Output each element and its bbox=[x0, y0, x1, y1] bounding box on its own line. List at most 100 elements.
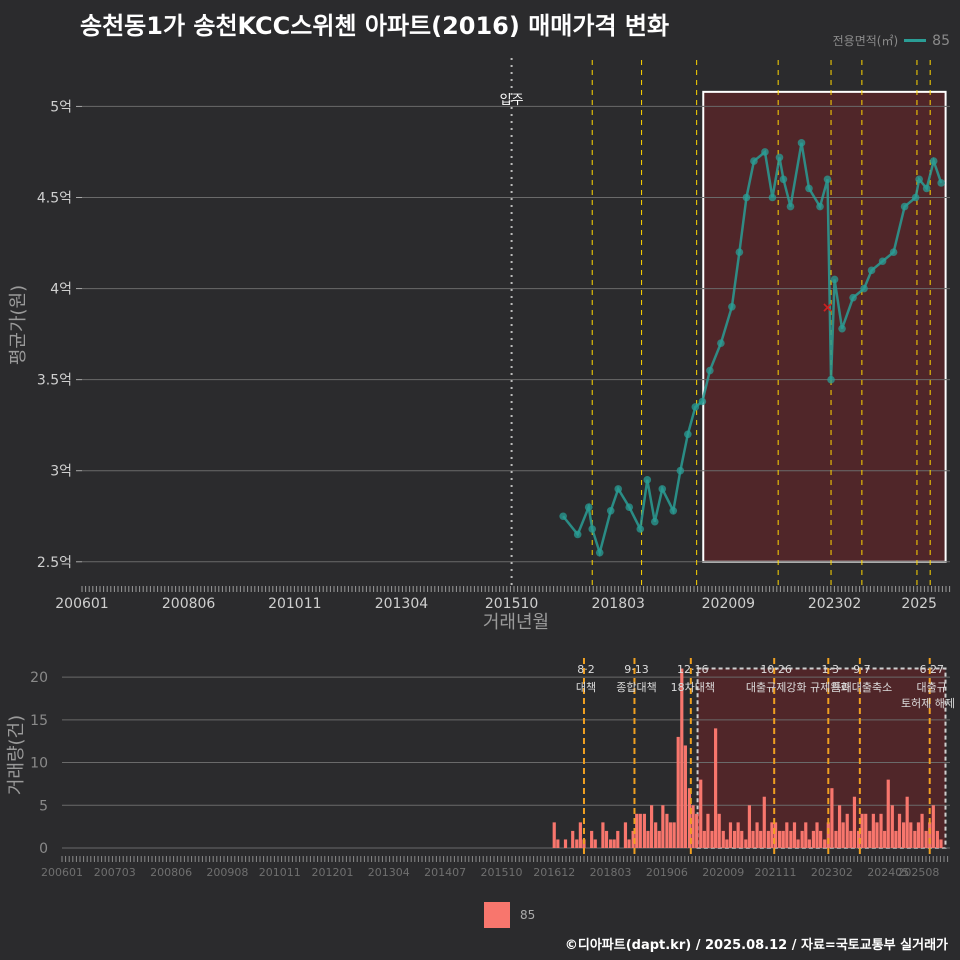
volume-bar bbox=[638, 813, 642, 848]
volume-bar bbox=[683, 745, 687, 848]
volume-bar bbox=[785, 822, 789, 848]
volume-bar bbox=[905, 796, 909, 848]
price-point bbox=[669, 506, 678, 515]
volume-bar bbox=[702, 830, 706, 848]
volume-bar bbox=[909, 822, 913, 848]
volume-bar bbox=[631, 830, 635, 848]
volume-bar bbox=[552, 822, 556, 848]
volume-bar bbox=[830, 788, 834, 848]
price-point bbox=[728, 302, 736, 311]
volume-bar bbox=[604, 830, 609, 848]
price-point bbox=[786, 202, 795, 211]
volume-chart: 0 5 10 15 20 8·2 대책 9·13 종합대책 12·16 18차대책 10·26 대출규제… bbox=[6, 658, 955, 879]
volume-bar bbox=[736, 822, 740, 848]
x-tick-label: 200703 bbox=[94, 866, 136, 879]
volume-bar bbox=[901, 822, 906, 848]
volume-bar bbox=[676, 736, 680, 848]
price-point bbox=[625, 503, 634, 511]
volume-bar bbox=[759, 830, 763, 848]
x-tick-label: 202302 bbox=[811, 866, 853, 879]
volume-bar bbox=[627, 839, 631, 848]
x-tick-label: 200806 bbox=[162, 596, 216, 612]
price-point bbox=[775, 153, 784, 162]
x-tick-label: 200601 bbox=[55, 596, 108, 612]
legend-label: 85 bbox=[932, 32, 950, 49]
highlight-region bbox=[696, 667, 947, 849]
volume-bar bbox=[635, 813, 639, 848]
x-tick-label: 201510 bbox=[485, 596, 538, 612]
volume-bar bbox=[875, 822, 879, 848]
price-point bbox=[860, 284, 868, 293]
price-point bbox=[827, 375, 835, 384]
price-point bbox=[761, 148, 769, 156]
volume-bar bbox=[778, 830, 782, 848]
price-point bbox=[559, 512, 567, 521]
volume-bar bbox=[751, 830, 755, 848]
volume-bar bbox=[665, 813, 669, 848]
volume-bar bbox=[931, 805, 935, 848]
volume-bar bbox=[699, 779, 703, 848]
volume-bar bbox=[642, 813, 646, 848]
policy-date: 9·13 bbox=[624, 663, 649, 676]
x-tick-label: 200601 bbox=[41, 866, 83, 879]
price-point bbox=[588, 525, 597, 533]
volume-bar bbox=[871, 813, 875, 848]
policy-name: 대책 bbox=[576, 681, 596, 694]
price-point bbox=[614, 485, 623, 493]
x-tick-label: 201011 bbox=[268, 596, 321, 612]
volume-bar bbox=[654, 822, 658, 848]
volume-bar bbox=[740, 830, 744, 848]
volume-bar bbox=[721, 830, 725, 848]
volume-bar bbox=[849, 830, 853, 848]
volume-bar bbox=[691, 805, 695, 848]
volume-bar bbox=[623, 822, 628, 848]
volume-bar bbox=[687, 788, 692, 848]
price-point bbox=[636, 525, 645, 533]
x-tick-label: 201906 bbox=[646, 866, 688, 879]
volume-bar bbox=[680, 668, 684, 848]
policy-date: 8·2 bbox=[577, 663, 595, 676]
price-point bbox=[684, 430, 692, 439]
x-tick-label: 200908 bbox=[206, 866, 248, 879]
volume-bar bbox=[928, 822, 932, 848]
highlight-region bbox=[702, 90, 947, 563]
y-tick-label: 10 bbox=[30, 756, 48, 772]
y-tick-label: 3.5억 bbox=[37, 373, 72, 389]
policy-name: 특례대출축소 bbox=[831, 681, 892, 694]
policy-name: 종합대책 bbox=[616, 681, 656, 694]
y-axis-label: 평균가(원) bbox=[8, 285, 29, 365]
volume-bar bbox=[747, 805, 752, 848]
price-point bbox=[676, 466, 685, 475]
volume-bar bbox=[717, 813, 721, 848]
volume-bar bbox=[860, 813, 864, 848]
price-point bbox=[650, 517, 659, 526]
volume-bar bbox=[608, 839, 613, 848]
volume-bar bbox=[879, 813, 883, 848]
volume-bar bbox=[789, 830, 793, 848]
x-tick-label: 200806 bbox=[150, 866, 192, 879]
y-tick-label: 4.5억 bbox=[37, 191, 72, 207]
x-tick-label: 202009 bbox=[702, 866, 744, 879]
legend-top: 전용면적(㎡) 85 bbox=[833, 32, 950, 49]
volume-bar bbox=[939, 839, 943, 848]
x-tick-label: 202302 bbox=[808, 596, 861, 612]
volume-bar bbox=[601, 822, 605, 848]
y-tick-label: 15 bbox=[30, 713, 48, 729]
price-point bbox=[867, 266, 876, 275]
volume-bar bbox=[823, 839, 827, 848]
x-tick-label: 202405 bbox=[867, 866, 909, 879]
volume-bar bbox=[590, 830, 594, 848]
x-tick-label: 201803 bbox=[590, 866, 632, 879]
x-axis-label: 거래년월 bbox=[483, 612, 549, 633]
volume-bar bbox=[868, 830, 872, 848]
price-point bbox=[779, 175, 788, 184]
legend-bottom: 85 bbox=[484, 902, 535, 928]
volume-bar bbox=[796, 839, 800, 848]
volume-bar bbox=[661, 805, 665, 848]
volume-bar bbox=[762, 796, 766, 848]
policy-extra: 토허제 해제 bbox=[901, 696, 955, 710]
volume-bar bbox=[890, 805, 894, 848]
x-tick-label: 202111 bbox=[755, 866, 797, 879]
price-point bbox=[643, 476, 652, 484]
volume-bar bbox=[612, 839, 616, 848]
